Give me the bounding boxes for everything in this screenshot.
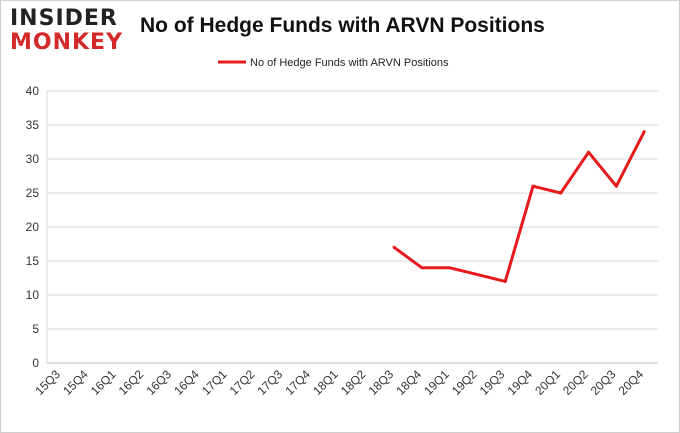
legend: No of Hedge Funds with ARVN Positions [218,57,449,69]
x-tick-label: 19Q4 [504,367,535,398]
x-tick-label: 17Q4 [282,367,313,398]
x-tick-label: 18Q3 [366,367,397,398]
insider-monkey-logo: INSIDER MONKEY [10,8,128,54]
x-tick-label: 16Q3 [143,367,174,398]
x-tick-label: 17Q2 [227,367,258,398]
x-tick-label: 16Q4 [171,367,202,398]
x-tick-label: 20Q2 [560,367,591,398]
x-tick-label: 18Q2 [338,367,369,398]
data-point [475,273,479,277]
x-tick-label: 17Q3 [255,367,286,398]
y-tick-label: 5 [32,322,39,336]
x-tick-label: 19Q1 [421,367,452,398]
logo-word-insider: INSIDER [10,6,118,31]
chart-title: No of Hedge Funds with ARVN Positions [140,14,545,37]
x-tick-label: 18Q1 [310,367,341,398]
x-axis-ticks: 15Q315Q416Q116Q216Q316Q417Q117Q217Q317Q4… [32,367,646,398]
x-tick-label: 16Q1 [88,367,119,398]
y-tick-label: 15 [26,254,40,268]
legend-label: No of Hedge Funds with ARVN Positions [250,57,449,69]
y-tick-label: 25 [26,186,40,200]
gridlines [46,90,658,364]
y-tick-label: 0 [32,356,39,370]
x-tick-label: 15Q3 [32,367,63,398]
y-tick-label: 30 [26,152,40,166]
data-point [531,184,535,188]
x-tick-label: 16Q2 [116,367,147,398]
y-tick-label: 10 [26,288,40,302]
y-tick-label: 35 [26,118,40,132]
data-point [642,130,646,134]
y-tick-label: 20 [26,220,40,234]
data-point [420,266,424,270]
series-line-0 [392,130,646,283]
data-point [587,150,591,154]
data-point [614,184,618,188]
x-tick-label: 15Q4 [60,367,91,398]
logo-word-monkey: MONKEY [10,30,124,55]
x-tick-label: 20Q4 [616,367,647,398]
series-layer [392,130,646,283]
y-tick-label: 40 [26,84,40,98]
data-point [448,266,452,270]
x-tick-label: 19Q2 [449,367,480,398]
data-point [559,191,563,195]
data-point [503,279,507,283]
x-tick-label: 20Q3 [588,367,619,398]
y-axis-ticks: 0 5 10 15 20 25 30 35 40 [26,84,40,370]
x-tick-label: 17Q1 [199,367,230,398]
x-tick-label: 18Q4 [393,367,424,398]
x-tick-label: 20Q1 [532,367,563,398]
data-point [392,245,396,249]
x-tick-label: 19Q3 [477,367,508,398]
